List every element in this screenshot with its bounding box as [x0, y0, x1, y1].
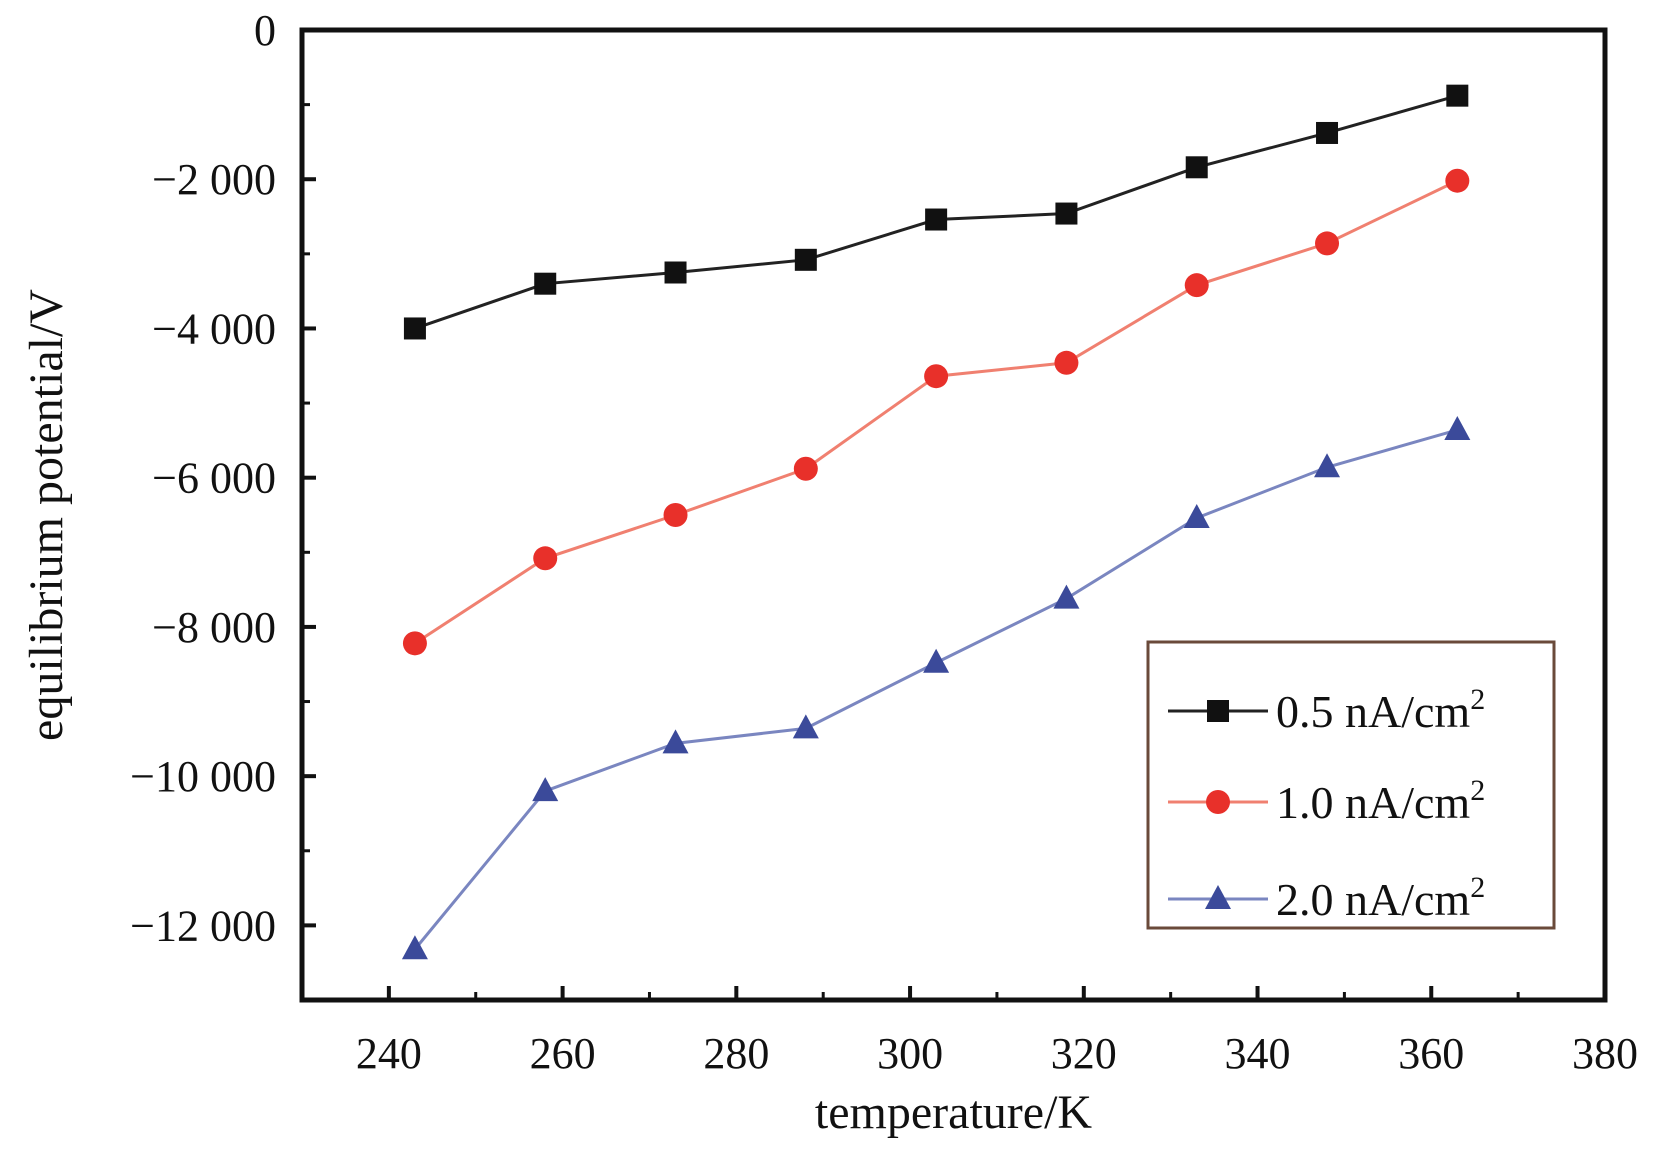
data-point-triangle: [662, 729, 689, 754]
y-tick-label: −4 000: [152, 304, 276, 353]
data-point-circle: [402, 631, 427, 656]
x-tick-label: 380: [1572, 1029, 1638, 1078]
y-tick-label: 0: [254, 6, 276, 55]
y-tick-label: −12 000: [130, 901, 276, 950]
legend-label: 2.0 nA/cm2: [1276, 871, 1485, 925]
data-point-square: [1316, 121, 1339, 144]
x-tick-label: 300: [877, 1029, 943, 1078]
legend-box: [1146, 640, 1556, 930]
data-point-square: [925, 208, 948, 231]
plot-frame: [299, 27, 1608, 1003]
legend-label-superscript: 2: [1470, 871, 1485, 904]
legend-label: 0.5 nA/cm2: [1276, 683, 1485, 737]
data-point-triangle: [1314, 453, 1341, 478]
data-point-triangle: [792, 714, 819, 739]
y-tick-label: −10 000: [130, 752, 276, 801]
data-point-circle: [1184, 273, 1209, 298]
data-point-square: [1055, 202, 1078, 225]
y-tick-label: −2 000: [152, 155, 276, 204]
legend-item: 1.0 nA/cm2: [1168, 774, 1485, 828]
legend-item: 2.0 nA/cm2: [1168, 871, 1485, 925]
data-point-circle: [1445, 168, 1470, 193]
x-tick-label: 260: [530, 1029, 596, 1078]
data-point-square: [1185, 156, 1208, 179]
y-axis: 0 −2 000 −4 000 −6 000 −8 000 −10 000 −12 000: [130, 6, 316, 950]
data-point-circle: [924, 364, 949, 389]
x-tick-label: 320: [1051, 1029, 1117, 1078]
legend-label-main: 2.0 nA/cm: [1276, 874, 1470, 925]
data-point-circle: [533, 546, 558, 571]
legend-label-main: 0.5 nA/cm: [1276, 686, 1470, 737]
data-point-circle: [1054, 350, 1079, 375]
series-line: [414, 179, 1458, 645]
data-point-triangle: [1053, 584, 1080, 609]
x-tick-label: 360: [1398, 1029, 1464, 1078]
data-point-triangle: [401, 935, 428, 960]
data-point-triangle: [532, 777, 559, 802]
legend-label-superscript: 2: [1470, 683, 1485, 716]
legend-item: 0.5 nA/cm2: [1168, 683, 1485, 737]
data-point-triangle: [1444, 415, 1471, 440]
plot-area: [401, 84, 1471, 960]
data-point-triangle: [923, 648, 950, 673]
x-tick-label: 240: [356, 1029, 422, 1078]
y-axis-title: equilibrium potential/V: [20, 289, 73, 741]
data-point-square: [664, 261, 687, 284]
data-point-circle: [793, 456, 818, 481]
y-tick-label: −6 000: [152, 454, 276, 503]
legend-label-main: 1.0 nA/cm: [1276, 777, 1470, 828]
data-point-square: [794, 248, 817, 271]
x-axis-title: temperature/K: [815, 1086, 1093, 1139]
data-point-circle: [663, 503, 688, 527]
x-axis: 240 260 280 300 320 340 360 380: [356, 986, 1638, 1078]
x-tick-label: 280: [703, 1029, 769, 1078]
legend-label: 1.0 nA/cm2: [1276, 774, 1485, 828]
legend-marker-square: [1207, 700, 1229, 722]
series-square: [403, 84, 1469, 340]
series-triangle: [401, 415, 1471, 960]
legend-marker-circle: [1206, 790, 1230, 814]
data-point-square: [403, 317, 426, 340]
y-tick-label: −8 000: [152, 603, 276, 652]
series-circle: [402, 168, 1470, 656]
x-tick-label: 340: [1225, 1029, 1291, 1078]
data-point-circle: [1315, 231, 1340, 256]
data-point-square: [1446, 84, 1469, 107]
legend-label-superscript: 2: [1470, 774, 1485, 807]
legend-marker-triangle: [1205, 885, 1231, 909]
data-point-triangle: [1183, 503, 1210, 528]
data-point-square: [534, 272, 557, 295]
